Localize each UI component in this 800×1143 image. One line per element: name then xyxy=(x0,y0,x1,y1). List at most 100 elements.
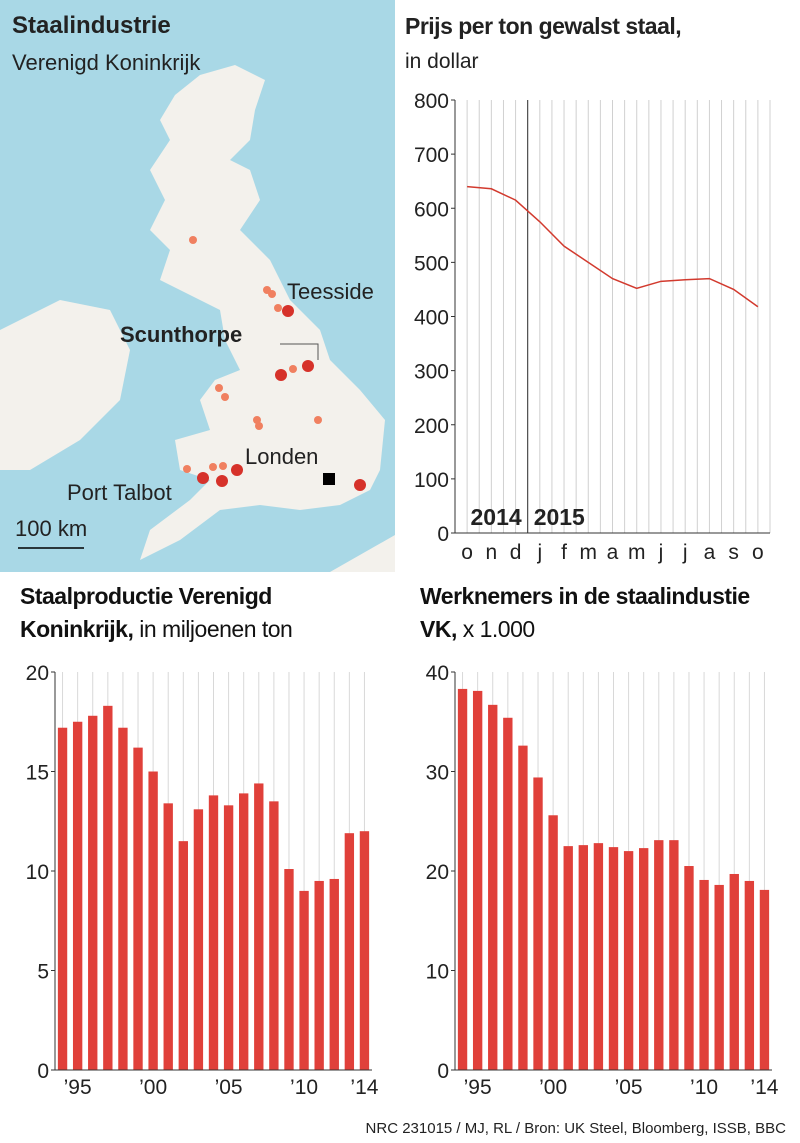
bar xyxy=(208,795,219,1070)
y-tick-label: 600 xyxy=(414,198,449,221)
chart-title: Staalproductie Verenigd Koninkrijk, xyxy=(20,583,272,642)
place-label: Port Talbot xyxy=(67,480,172,505)
x-tick-label: s xyxy=(728,541,739,564)
bar xyxy=(103,705,113,1070)
x-tick-label: f xyxy=(561,541,567,564)
x-tick-label: ’10 xyxy=(290,1076,318,1099)
bar xyxy=(548,815,558,1070)
x-tick-label: ’00 xyxy=(539,1076,567,1099)
place-label: Teesside xyxy=(287,279,374,304)
bar xyxy=(488,704,498,1070)
annotation: 2014 xyxy=(471,504,522,530)
bar xyxy=(563,846,573,1070)
chart-title-block: Werknemers in de staalindustie VK, x 1.0… xyxy=(420,580,760,646)
bar xyxy=(223,805,234,1070)
y-tick-label: 0 xyxy=(437,523,449,546)
leader-line xyxy=(280,343,319,360)
small-sites xyxy=(183,236,322,473)
bar xyxy=(744,880,755,1070)
x-tick-label: d xyxy=(510,541,522,564)
map: Staalindustrie Verenigd Koninkrijk Teess… xyxy=(0,0,395,572)
x-tick-label: ’10 xyxy=(690,1076,718,1099)
y-tick-label: 20 xyxy=(426,861,449,884)
london-marker xyxy=(323,473,335,485)
bar xyxy=(578,845,588,1070)
bar xyxy=(593,843,604,1070)
bar xyxy=(239,793,249,1070)
bar xyxy=(472,690,483,1070)
y-tick-label: 5 xyxy=(37,961,49,984)
x-tick-label: o xyxy=(461,541,473,564)
x-tick-label: a xyxy=(704,541,716,564)
bar xyxy=(344,833,355,1070)
x-tick-label: ’14 xyxy=(750,1076,778,1099)
bar xyxy=(284,869,294,1070)
bar xyxy=(163,803,173,1070)
bar xyxy=(639,848,649,1070)
bar xyxy=(133,747,143,1070)
large-sites xyxy=(197,305,366,491)
bar xyxy=(178,841,188,1070)
y-tick-label: 15 xyxy=(26,762,49,785)
chart-title: Werknemers in de staalindustie VK, xyxy=(420,583,750,642)
y-tick-label: 800 xyxy=(414,90,449,113)
place-label: Scunthorpe xyxy=(120,322,242,347)
bar xyxy=(193,809,204,1070)
line xyxy=(467,185,759,308)
y-tick-label: 100 xyxy=(414,469,449,492)
y-tick-label: 0 xyxy=(37,1060,49,1083)
map-title: Staalindustrie xyxy=(12,12,171,39)
annotation: 2015 xyxy=(534,504,585,530)
x-tick-label: ’05 xyxy=(215,1076,243,1099)
y-tick-label: 10 xyxy=(426,961,449,984)
bar xyxy=(457,688,468,1070)
source: NRC 231015 / MJ, RL / Bron: UK Steel, Bl… xyxy=(366,1120,787,1137)
x-tick-label: ’95 xyxy=(464,1076,492,1099)
bar xyxy=(329,878,339,1070)
bar xyxy=(714,884,724,1070)
land xyxy=(0,300,130,470)
bar xyxy=(608,847,619,1070)
bar xyxy=(623,851,634,1070)
x-tick-label: j xyxy=(682,541,688,564)
y-tick-label: 30 xyxy=(426,762,449,785)
bar xyxy=(533,777,543,1070)
bar xyxy=(503,717,513,1070)
bar xyxy=(359,831,370,1070)
bar xyxy=(684,866,694,1070)
bar xyxy=(72,721,83,1070)
land xyxy=(140,65,385,560)
x-tick-label: a xyxy=(607,541,619,564)
bar xyxy=(148,771,158,1070)
y-tick-label: 20 xyxy=(26,662,49,685)
map-subtitle: Verenigd Koninkrijk xyxy=(12,50,201,75)
bar xyxy=(699,879,709,1070)
x-tick-label: j xyxy=(536,541,542,564)
bar xyxy=(269,801,279,1070)
y-tick-label: 40 xyxy=(426,662,449,685)
x-tick-label: ’05 xyxy=(615,1076,643,1099)
bar xyxy=(654,840,664,1070)
y-tick-label: 700 xyxy=(414,144,449,167)
bar xyxy=(759,889,770,1070)
chart-subtitle: x 1.000 xyxy=(462,616,535,642)
bar xyxy=(314,880,324,1070)
bar xyxy=(118,727,128,1070)
y-tick-label: 300 xyxy=(414,361,449,384)
x-tick-label: o xyxy=(752,541,764,564)
y-tick-label: 0 xyxy=(437,1060,449,1083)
x-tick-label: n xyxy=(486,541,498,564)
y-tick-label: 200 xyxy=(414,415,449,438)
x-tick-label: ’95 xyxy=(64,1076,92,1099)
land xyxy=(330,535,395,572)
bar xyxy=(518,745,528,1070)
y-tick-label: 10 xyxy=(26,861,49,884)
x-tick-label: ’00 xyxy=(139,1076,167,1099)
y-tick-label: 400 xyxy=(414,307,449,330)
chart-subtitle: in dollar xyxy=(405,50,479,73)
bar xyxy=(88,715,98,1070)
chart-subtitle: in miljoenen ton xyxy=(139,616,293,642)
chart-title: Prijs per ton gewalst staal, xyxy=(405,13,681,39)
